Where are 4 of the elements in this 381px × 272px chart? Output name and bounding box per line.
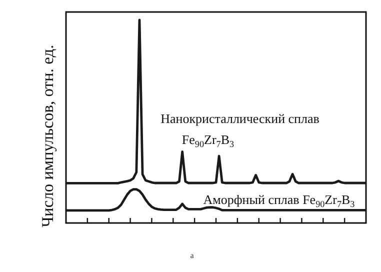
series-label: Аморфный сплав Fe$_{90}$Zr$_{7}$B$_{3}$	[203, 192, 356, 209]
y-axis-title: Число импульсов, отн. ед.	[38, 44, 57, 228]
text: а	[190, 251, 194, 260]
series-label: Нанокристаллический сплав Fe$_{90}$Zr$_{7}$B$_{3}$	[160, 111, 320, 149]
